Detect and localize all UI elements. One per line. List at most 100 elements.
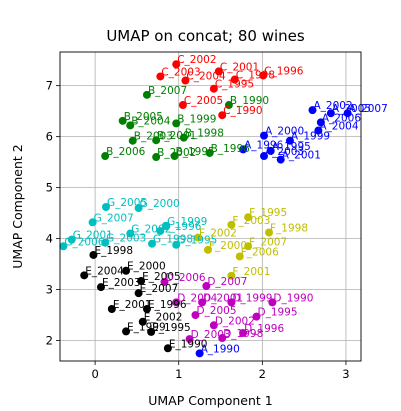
point-label: C_1990 bbox=[223, 105, 262, 117]
point-label: G_1996 bbox=[161, 221, 201, 233]
point-label: E_2002 bbox=[144, 312, 183, 324]
point-label: C_2002 bbox=[177, 54, 216, 66]
point-label: D_2002 bbox=[215, 315, 255, 327]
point-label: D_1995 bbox=[257, 307, 297, 319]
y-tick-label: 3 bbox=[46, 283, 53, 297]
y-tick-label: 4 bbox=[46, 232, 53, 246]
point-label: E_2005 bbox=[142, 271, 181, 283]
point-e-2003 bbox=[96, 283, 105, 292]
point-d-2007 bbox=[202, 282, 211, 291]
point-e-2001 bbox=[107, 304, 116, 313]
point-b-1995 bbox=[170, 152, 179, 161]
point-f-2007 bbox=[244, 242, 253, 251]
point-g-1996 bbox=[156, 226, 165, 235]
point-label: B_1998 bbox=[185, 128, 224, 140]
point-label: C_2001 bbox=[220, 61, 259, 73]
point-a-1995 bbox=[266, 146, 275, 155]
point-c-1990 bbox=[218, 111, 227, 120]
y-tick-label: 2 bbox=[46, 334, 53, 348]
point-label: F_2007 bbox=[249, 236, 287, 248]
point-a-2006 bbox=[316, 118, 325, 127]
point-f-1998 bbox=[265, 228, 274, 237]
point-label: B_2001 bbox=[157, 130, 196, 142]
point-label: E_2001 bbox=[113, 299, 152, 311]
x-tick-label: 2 bbox=[259, 367, 266, 381]
point-label: B_2007 bbox=[148, 85, 187, 97]
point-a-2002 bbox=[308, 106, 317, 115]
point-e-1996 bbox=[142, 304, 151, 313]
point-label: A_2007 bbox=[349, 103, 388, 115]
point-b-1998 bbox=[179, 133, 188, 142]
x-axis-label: UMAP Component 1 bbox=[148, 393, 273, 408]
point-label: D_2004 bbox=[177, 292, 217, 304]
point-c-1995 bbox=[209, 84, 218, 93]
point-c-2003 bbox=[156, 72, 165, 81]
point-f-1995 bbox=[244, 213, 253, 222]
point-d-1990 bbox=[268, 298, 277, 307]
point-b-2003 bbox=[128, 136, 137, 145]
point-c-2005 bbox=[178, 101, 187, 110]
point-c-2004 bbox=[181, 76, 190, 85]
point-label: B_1995 bbox=[176, 146, 215, 158]
point-e-2000 bbox=[122, 266, 131, 275]
point-e-2007 bbox=[134, 289, 143, 298]
y-tick-label: 5 bbox=[46, 181, 53, 195]
point-label: G_1999 bbox=[167, 216, 207, 228]
point-label: F_2000 bbox=[209, 240, 247, 252]
point-label: E_1995 bbox=[152, 322, 191, 334]
point-e-1999 bbox=[122, 327, 131, 336]
point-a-1990 bbox=[195, 349, 204, 358]
point-label: F_1998 bbox=[270, 223, 308, 235]
x-tick-label: 1 bbox=[175, 367, 182, 381]
point-label: E_2004 bbox=[85, 265, 124, 277]
point-label: A_2006 bbox=[322, 112, 361, 124]
point-label: G_2003 bbox=[106, 233, 146, 245]
point-label: D_2007 bbox=[207, 276, 247, 288]
point-c-2002 bbox=[172, 60, 181, 69]
point-label: A_2003 bbox=[265, 146, 304, 158]
point-g-2006 bbox=[59, 242, 68, 251]
point-label: C_2003 bbox=[161, 66, 200, 78]
axis-ticks: 0 1 2 3 2 3 4 5 6 7 bbox=[46, 79, 350, 381]
point-b-2002 bbox=[152, 153, 161, 162]
point-f-2002 bbox=[193, 233, 202, 242]
point-label: F_1995 bbox=[249, 207, 287, 219]
point-label: A_1996 bbox=[244, 139, 283, 151]
point-label: F_2003 bbox=[232, 215, 270, 227]
point-a-1996 bbox=[239, 145, 248, 154]
point-label: G_2007 bbox=[94, 212, 134, 224]
point-label: B_1999 bbox=[177, 113, 216, 125]
point-b-1999 bbox=[172, 119, 181, 128]
point-d-2001 bbox=[198, 298, 207, 307]
point-label: F_2006 bbox=[241, 246, 279, 258]
point-d-2004 bbox=[172, 298, 181, 307]
point-label: G_2006 bbox=[64, 236, 104, 248]
point-label: E_1998 bbox=[94, 245, 133, 257]
point-label: B_1990 bbox=[230, 95, 269, 107]
point-label: C_2004 bbox=[186, 71, 226, 83]
point-label: A_2001 bbox=[282, 150, 321, 162]
point-label: E_1990 bbox=[169, 338, 208, 350]
point-c-2001 bbox=[214, 67, 223, 76]
point-label: G_1998 bbox=[153, 234, 193, 246]
point-b-2007 bbox=[142, 90, 151, 99]
point-e-2002 bbox=[138, 317, 147, 326]
point-label: E_2007 bbox=[140, 283, 179, 295]
point-label: F_2001 bbox=[232, 266, 270, 278]
point-b-1990 bbox=[224, 101, 233, 110]
point-b-2001 bbox=[152, 136, 161, 145]
y-axis-label: UMAP Component 2 bbox=[10, 144, 25, 269]
point-d-1996 bbox=[239, 328, 248, 337]
point-a-1999 bbox=[285, 136, 294, 145]
x-tick-label: 0 bbox=[91, 367, 98, 381]
plot-frame bbox=[59, 51, 362, 362]
y-tick-label: 7 bbox=[46, 79, 53, 93]
point-d-2005 bbox=[191, 311, 200, 320]
point-label: C_2005 bbox=[184, 95, 223, 107]
point-c-1996 bbox=[259, 71, 268, 80]
point-label: E_1996 bbox=[148, 299, 187, 311]
point-a-2001 bbox=[276, 155, 285, 164]
point-label: E_2003 bbox=[102, 277, 141, 289]
